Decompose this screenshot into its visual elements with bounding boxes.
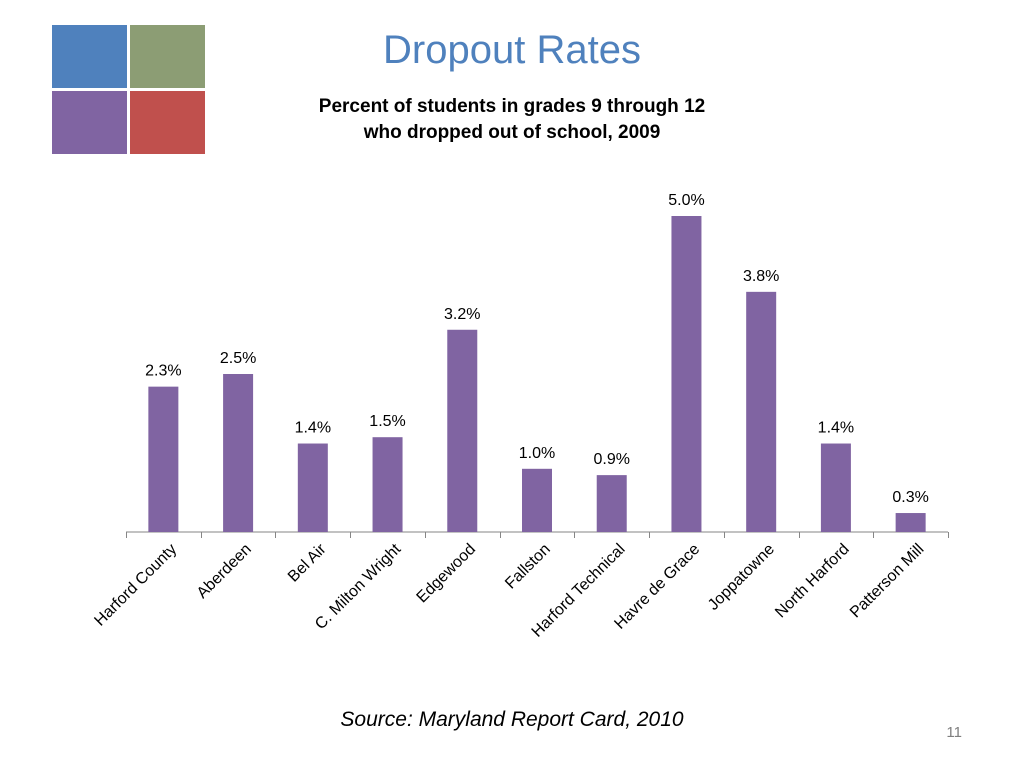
bar-chart: 2.3% Harford County 2.5% Aberdeen 1.4% Bel Ai… xyxy=(91,192,949,641)
data-label: 2.5% xyxy=(220,350,256,367)
x-tick-label: Harford County xyxy=(91,541,180,630)
x-tick-label: North Harford xyxy=(772,541,853,622)
slide-title: Dropout Rates xyxy=(383,28,641,72)
logo-tile-blue xyxy=(52,25,127,88)
logo-tile-purple xyxy=(52,91,127,154)
bar-havre-de-grace xyxy=(671,216,702,532)
logo-tile-red xyxy=(130,91,205,154)
bar-joppatowne xyxy=(746,291,777,532)
x-tick-label: Fallston xyxy=(502,541,554,593)
chart-subtitle-line-2: who dropped out of school, 2009 xyxy=(363,122,661,144)
data-label: 0.9% xyxy=(593,451,629,468)
data-label: 1.4% xyxy=(295,420,331,437)
data-label: 1.5% xyxy=(369,413,405,430)
bar-fallston xyxy=(522,468,552,532)
page-number: 11 xyxy=(946,724,962,741)
bar-harford-county xyxy=(148,386,179,532)
bar-edgewood xyxy=(447,329,478,532)
x-tick-label: Patterson Mill xyxy=(847,541,928,622)
bar-patterson-mill xyxy=(895,513,926,532)
x-tick-label: Joppatowne xyxy=(705,541,778,614)
data-label: 5.0% xyxy=(668,192,704,209)
x-tick-label: Aberdeen xyxy=(194,541,255,602)
logo-tile-green xyxy=(130,25,205,88)
source-note: Source: Maryland Report Card, 2010 xyxy=(340,708,684,731)
data-label: 3.2% xyxy=(444,306,480,323)
data-label: 1.0% xyxy=(519,445,555,462)
data-label: 3.8% xyxy=(743,268,779,285)
chart-subtitle-line-1: Percent of students in grades 9 through … xyxy=(318,96,706,117)
slide-logo xyxy=(52,25,206,155)
bar-aberdeen xyxy=(223,374,254,532)
bar-north-harford xyxy=(820,443,851,532)
x-tick-label: Bel Air xyxy=(285,540,330,585)
data-label: 2.3% xyxy=(145,363,181,380)
data-label: 0.3% xyxy=(892,489,928,506)
bar-bel-air xyxy=(297,443,328,532)
bar-c-milton-wright xyxy=(372,437,403,532)
x-tick-label: Edgewood xyxy=(414,541,479,606)
data-label: 1.4% xyxy=(818,420,854,437)
chart-subtitle: Percent of students in grades 9 through … xyxy=(212,94,812,146)
bar-harford-technical xyxy=(596,475,627,532)
